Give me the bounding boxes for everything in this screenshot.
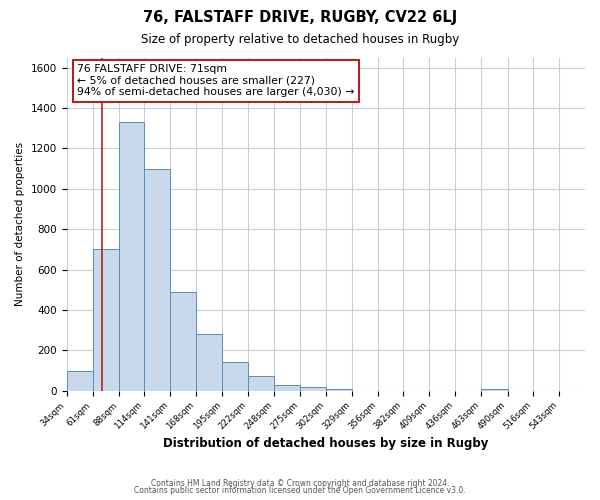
Bar bbox=[144, 168, 170, 390]
Text: 76, FALSTAFF DRIVE, RUGBY, CV22 6LJ: 76, FALSTAFF DRIVE, RUGBY, CV22 6LJ bbox=[143, 10, 457, 25]
Bar bbox=[196, 334, 222, 390]
Bar bbox=[274, 384, 299, 390]
Text: Contains public sector information licensed under the Open Government Licence v3: Contains public sector information licen… bbox=[134, 486, 466, 495]
Bar bbox=[481, 388, 508, 390]
Y-axis label: Number of detached properties: Number of detached properties bbox=[15, 142, 25, 306]
Bar bbox=[326, 388, 352, 390]
Bar bbox=[248, 376, 274, 390]
Bar bbox=[119, 122, 144, 390]
Bar bbox=[170, 292, 196, 390]
Bar bbox=[222, 362, 248, 390]
X-axis label: Distribution of detached houses by size in Rugby: Distribution of detached houses by size … bbox=[163, 437, 488, 450]
Bar bbox=[299, 386, 326, 390]
Text: 76 FALSTAFF DRIVE: 71sqm
← 5% of detached houses are smaller (227)
94% of semi-d: 76 FALSTAFF DRIVE: 71sqm ← 5% of detache… bbox=[77, 64, 354, 98]
Bar bbox=[92, 250, 119, 390]
Bar bbox=[67, 370, 92, 390]
Text: Contains HM Land Registry data © Crown copyright and database right 2024.: Contains HM Land Registry data © Crown c… bbox=[151, 478, 449, 488]
Text: Size of property relative to detached houses in Rugby: Size of property relative to detached ho… bbox=[141, 32, 459, 46]
